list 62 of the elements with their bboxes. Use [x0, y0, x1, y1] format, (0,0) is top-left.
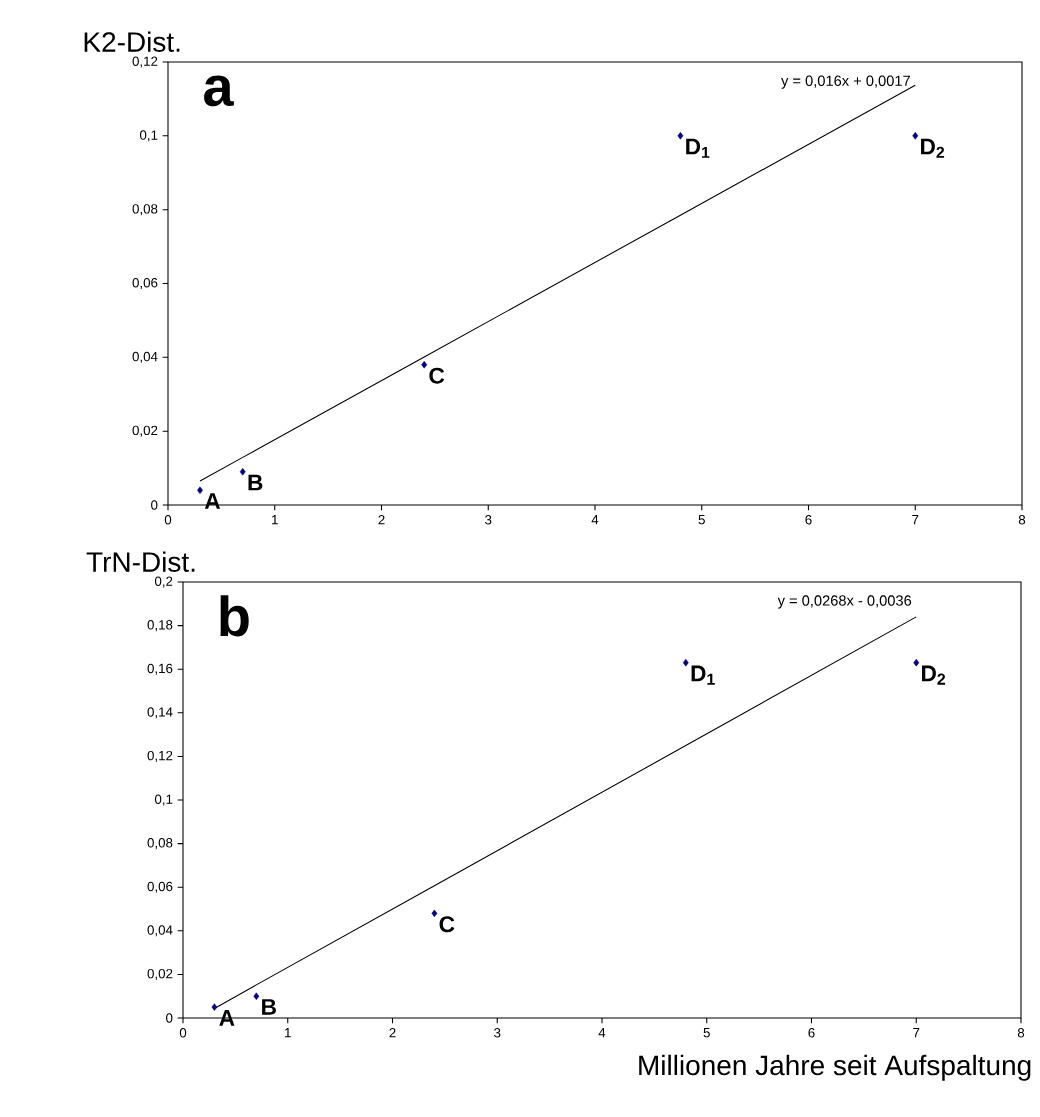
x-tick-label: 2 [378, 515, 385, 525]
point [913, 658, 920, 667]
annotation: C [439, 916, 455, 933]
annotation: B [262, 999, 276, 1015]
annotation: C [429, 367, 445, 384]
x-tick-label: 3 [485, 515, 492, 525]
y-tick-label: 0,16 [147, 663, 173, 675]
y-tick-label: 0,12 [147, 750, 173, 762]
annotation: b [220, 595, 249, 637]
y-tick-label: 0,04 [132, 351, 158, 363]
x-tick-label: 1 [285, 1028, 291, 1038]
y-tick-label: 0,08 [132, 204, 158, 216]
annotation: D$_{2}$ [921, 138, 945, 158]
x-tick-label: 8 [1018, 515, 1026, 525]
point [431, 909, 438, 918]
y-tick-label: 0,02 [132, 425, 158, 437]
annotation: A [219, 1010, 235, 1026]
y-tick-label: 0,14 [147, 707, 173, 719]
x-tick-label: 6 [805, 515, 812, 525]
y-tick-label: 0 [166, 1013, 173, 1023]
annotation: D$_{1}$ [691, 665, 715, 685]
x-tick-label: 3 [494, 1028, 501, 1038]
x-tick-label: 6 [808, 1028, 815, 1038]
point [912, 132, 919, 140]
point [421, 360, 428, 369]
annotation: B [248, 474, 263, 491]
y-tick-label: 0,06 [147, 881, 173, 893]
y-tick-label: 0,12 [132, 56, 158, 68]
x-tick-label: 0 [179, 1028, 187, 1038]
x-tick-label: 7 [913, 1028, 920, 1038]
annotation: D$_{1}$ [686, 138, 710, 158]
y-tick-label: 0,08 [147, 838, 173, 850]
x-tick-label: 1 [272, 515, 278, 525]
y-tick-label: 0,1 [154, 794, 173, 806]
annotation: a [204, 75, 234, 107]
y-tick-label: 0,18 [147, 620, 173, 632]
x-tick-label: 5 [698, 515, 705, 525]
point [677, 132, 684, 140]
annotation: y = 0,0268x - 0,0036 [777, 595, 912, 609]
y-axis-title: TrN-Dist. [86, 551, 195, 572]
point [197, 486, 203, 494]
x-tick-label: 7 [912, 515, 919, 525]
annotation: A [204, 493, 221, 509]
annotation: y = 0,016x + 0,0017 [781, 75, 910, 89]
y-tick-label: 0 [151, 500, 158, 510]
x-tick-label: 8 [1017, 1028, 1025, 1038]
point [211, 1003, 218, 1011]
y-tick-label: 0,06 [132, 278, 158, 290]
y-axis-title: K2-Dist. [84, 31, 180, 52]
x-tick-label: 4 [598, 1028, 606, 1038]
annotation: D$_{2}$ [922, 665, 946, 685]
x-tick-label: 2 [389, 1028, 396, 1038]
y-tick-label: 0,1 [139, 130, 158, 142]
x-tick-label: 4 [591, 515, 599, 525]
y-tick-label: 0,2 [154, 576, 173, 588]
point [239, 468, 246, 476]
y-tick-label: 0,04 [147, 925, 173, 937]
x-tick-label: 5 [703, 1028, 710, 1038]
point [253, 992, 260, 1000]
x-axis-title: Millionen Jahre seit Aufspaltung [639, 1054, 1031, 1081]
y-tick-label: 0,02 [147, 968, 173, 980]
point [682, 658, 689, 667]
